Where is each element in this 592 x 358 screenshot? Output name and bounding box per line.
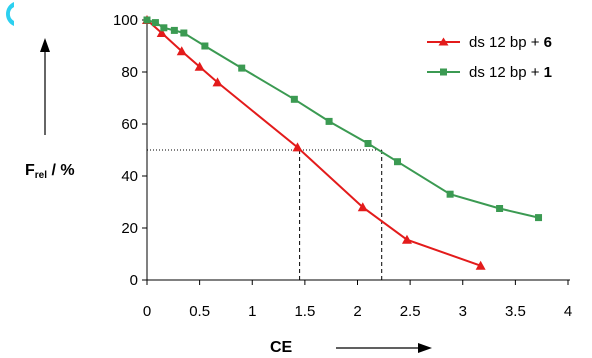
y-ticks: 0 20 40 60 80 100 xyxy=(113,12,147,289)
x-tick-label: 1 xyxy=(248,303,256,320)
legend-marker-square xyxy=(440,68,447,76)
series-1 xyxy=(142,15,486,270)
series-line xyxy=(146,19,481,267)
data-point xyxy=(194,61,205,71)
data-point xyxy=(180,29,188,37)
y-axis-title: Frel / % xyxy=(25,162,75,181)
decorative-arc xyxy=(6,2,14,26)
data-point xyxy=(201,42,209,50)
x-tick-label: 3 xyxy=(459,303,467,320)
data-point xyxy=(401,234,412,244)
data-point xyxy=(212,77,223,87)
data-point xyxy=(393,158,401,166)
data-point xyxy=(176,46,187,56)
legend-item-series-1: ds 12 bp + 6 xyxy=(427,34,552,51)
axes xyxy=(146,20,570,281)
x-tick-label: 4 xyxy=(564,303,572,320)
y-tick-label: 40 xyxy=(121,168,138,185)
annotation-lines xyxy=(147,149,383,280)
y-tick-label: 20 xyxy=(121,220,138,237)
series-2 xyxy=(143,16,543,222)
x-tick-label: 0.5 xyxy=(189,303,210,320)
legend-label-series-2: ds 12 bp + 1 xyxy=(469,64,552,81)
x-axis-arrow xyxy=(336,343,432,353)
data-point xyxy=(160,24,168,32)
data-point xyxy=(535,214,543,222)
data-point xyxy=(143,16,151,24)
x-tick-label: 2.5 xyxy=(400,303,421,320)
data-point xyxy=(325,117,333,125)
x-tick-label: 2 xyxy=(353,303,361,320)
data-point xyxy=(364,140,372,147)
legend-marker-triangle xyxy=(438,37,449,46)
data-point xyxy=(475,260,486,270)
x-tick-label: 0 xyxy=(143,303,151,320)
data-point xyxy=(238,64,246,72)
legend-item-series-2: ds 12 bp + 1 xyxy=(427,64,552,81)
data-point xyxy=(170,26,178,34)
y-tick-label: 0 xyxy=(130,272,138,289)
data-point xyxy=(290,95,298,103)
legend-label-series-1: ds 12 bp + 6 xyxy=(469,34,552,51)
series-layer xyxy=(142,15,543,270)
data-point xyxy=(151,19,159,27)
x-axis-title: CE xyxy=(270,339,293,356)
y-tick-label: 80 xyxy=(121,64,138,81)
x-tick-label: 1.5 xyxy=(294,303,315,320)
data-point xyxy=(156,28,167,37)
y-axis-arrow xyxy=(40,38,50,135)
data-point xyxy=(446,190,454,198)
y-tick-label: 100 xyxy=(113,12,138,29)
data-point xyxy=(357,202,368,212)
data-point xyxy=(292,142,303,152)
data-point xyxy=(496,205,504,212)
y-tick-label: 60 xyxy=(121,116,138,133)
x-ticks: 0 0.5 1 1.5 2 2.5 3 3.5 4 xyxy=(143,280,572,320)
legend: ds 12 bp + 6 ds 12 bp + 1 xyxy=(427,34,552,81)
x-tick-label: 3.5 xyxy=(505,303,526,320)
